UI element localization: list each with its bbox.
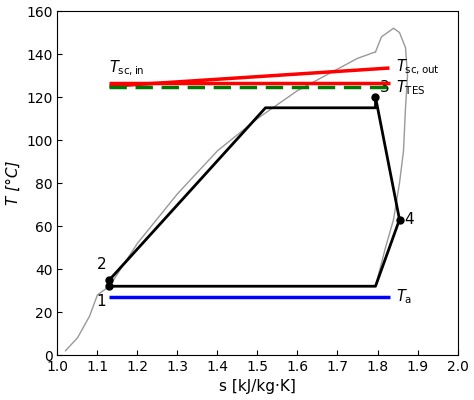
Text: 2: 2 bbox=[97, 257, 106, 272]
Y-axis label: T [°C]: T [°C] bbox=[6, 161, 20, 205]
Text: 1: 1 bbox=[97, 294, 106, 309]
X-axis label: s [kJ/kg·K]: s [kJ/kg·K] bbox=[219, 380, 296, 394]
Text: $T_{\mathrm{sc,out}}$: $T_{\mathrm{sc,out}}$ bbox=[395, 57, 439, 77]
Text: 3: 3 bbox=[380, 80, 390, 95]
Text: $T_{\mathrm{sc,in}}$: $T_{\mathrm{sc,in}}$ bbox=[109, 58, 145, 78]
Text: 4: 4 bbox=[404, 212, 414, 227]
Text: $T_{\mathrm{TES}}$: $T_{\mathrm{TES}}$ bbox=[395, 78, 425, 97]
Text: $T_{\mathrm{a}}$: $T_{\mathrm{a}}$ bbox=[395, 288, 412, 306]
